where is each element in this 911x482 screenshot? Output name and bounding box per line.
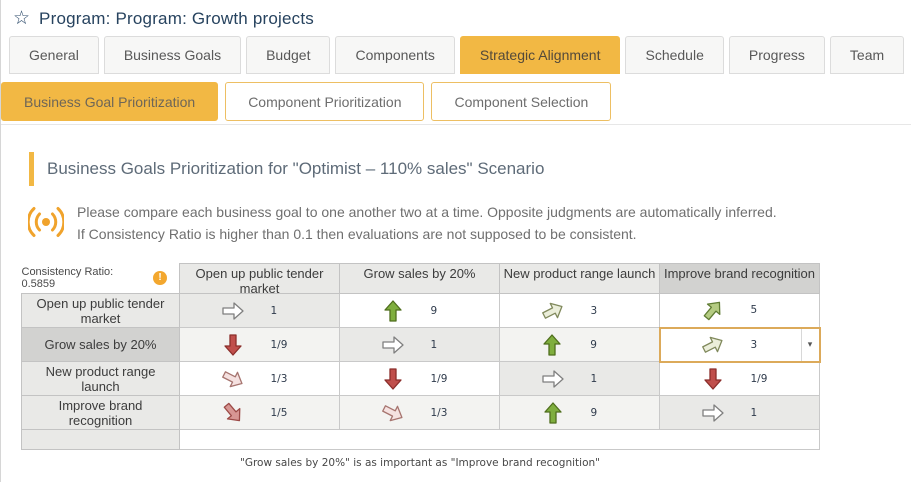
app-header: ☆ Program: Program: Growth projects (1, 0, 911, 30)
row-header-empty (21, 429, 180, 450)
matrix-cell-r1c2[interactable]: 9 (499, 327, 660, 362)
cell-dropdown-button[interactable]: ▾ (800, 328, 819, 361)
matrix-cell-r2c2[interactable]: 1 (499, 361, 660, 396)
arrow-down-icon (701, 367, 725, 391)
matrix-empty-row (179, 429, 820, 450)
row-header-open-up-public-tender-market: Open up public tender market (21, 293, 180, 328)
arrow-up-icon (540, 333, 564, 357)
matrix-area: Consistency Ratio: 0.5859 ! Open up publ… (21, 263, 821, 469)
instruction-line-2: If Consistency Ratio is higher than 0.1 … (77, 226, 637, 243)
matrix-cell-r3c0[interactable]: 1/5 (179, 395, 340, 430)
broadcast-icon (26, 203, 66, 246)
tab-schedule[interactable]: Schedule (625, 36, 724, 74)
tab-business-goals[interactable]: Business Goals (103, 36, 242, 74)
arrow-up-icon (381, 299, 405, 323)
row-header-improve-brand-recognition: Improve brand recognition (21, 395, 180, 430)
col-header-grow-sales-by-20: Grow sales by 20% (339, 263, 500, 294)
consistency-ratio-cell: Consistency Ratio: 0.5859 ! (21, 263, 180, 294)
warning-icon: ! (153, 271, 167, 286)
tab-strategic-alignment[interactable]: Strategic Alignment (459, 36, 621, 74)
arrow-right-icon (701, 401, 725, 425)
instruction-line-1: Please compare each business goal to one… (77, 204, 777, 220)
content-divider (1, 124, 911, 125)
matrix-cell-r3c2[interactable]: 9 (499, 395, 660, 430)
subtab-component-selection[interactable]: Component Selection (431, 82, 612, 121)
arrow-down-right-icon (221, 401, 245, 425)
main-tab-bar: General Business Goals Budget Components… (9, 36, 911, 74)
consistency-ratio-label: Consistency Ratio: 0.5859 (21, 266, 114, 291)
matrix-cell-r0c0[interactable]: 1 (179, 293, 340, 328)
accent-bar (29, 152, 34, 186)
tab-general[interactable]: General (9, 36, 99, 74)
subtab-business-goal-prioritization[interactable]: Business Goal Prioritization (1, 82, 219, 121)
row-header-grow-sales-by-20: Grow sales by 20% (21, 327, 180, 362)
arrow-down-right-icon (381, 401, 405, 425)
tab-budget[interactable]: Budget (246, 36, 331, 74)
instructions: Please compare each business goal to one… (26, 201, 911, 246)
instruction-text: Please compare each business goal to one… (77, 201, 777, 246)
matrix-cell-r2c3[interactable]: 1/9 (659, 361, 820, 396)
arrow-up-icon (541, 401, 565, 425)
matrix-cell-r0c2[interactable]: 3 (499, 293, 660, 328)
matrix-cell-r3c3[interactable]: 1 (659, 395, 820, 430)
matrix-cell-r3c1[interactable]: 1/3 (339, 395, 500, 430)
arrow-right-icon (221, 299, 245, 323)
matrix-cell-r0c1[interactable]: 9 (339, 293, 500, 328)
comparison-caption: "Grow sales by 20%" is as important as "… (240, 457, 600, 469)
tab-team[interactable]: Team (829, 36, 905, 74)
subtab-component-prioritization[interactable]: Component Prioritization (225, 82, 425, 121)
arrow-down-icon (221, 333, 245, 357)
tab-progress[interactable]: Progress (728, 36, 825, 74)
arrow-down-icon (381, 367, 405, 391)
matrix-cell-r2c1[interactable]: 1/9 (339, 361, 500, 396)
col-header-new-product-range-launch: New product range launch (499, 263, 660, 294)
matrix-cell-r2c0[interactable]: 1/3 (179, 361, 340, 396)
section-title: Business Goals Prioritization for "Optim… (47, 159, 545, 178)
arrow-right-icon (381, 333, 405, 357)
arrow-right-icon (541, 367, 565, 391)
arrow-up-right-icon (541, 299, 565, 323)
arrow-up-right-icon (701, 298, 725, 322)
matrix-cell-r1c1[interactable]: 1 (339, 327, 500, 362)
col-header-open-up-public-tender-market: Open up public tender market (179, 263, 340, 294)
matrix-cell-r0c3[interactable]: 5 (659, 293, 820, 328)
favorite-star-icon[interactable]: ☆ (13, 8, 31, 29)
page-title: Program: Program: Growth projects (39, 8, 314, 28)
arrow-up-right-icon (701, 333, 725, 357)
comparison-matrix: Consistency Ratio: 0.5859 ! Open up publ… (21, 263, 821, 450)
section-heading: Business Goals Prioritization for "Optim… (29, 152, 911, 186)
matrix-cell-r1c0[interactable]: 1/9 (179, 327, 340, 362)
chevron-down-icon: ▾ (807, 339, 813, 349)
sub-tab-bar: Business Goal Prioritization Component P… (1, 82, 911, 121)
arrow-down-right-icon (221, 367, 245, 391)
tab-components[interactable]: Components (335, 36, 455, 74)
col-header-improve-brand-recognition: Improve brand recognition (659, 263, 820, 294)
matrix-cell-r1c3-selected[interactable]: 3 ▾ (658, 326, 821, 363)
row-header-new-product-range-launch: New product range launch (21, 361, 180, 396)
